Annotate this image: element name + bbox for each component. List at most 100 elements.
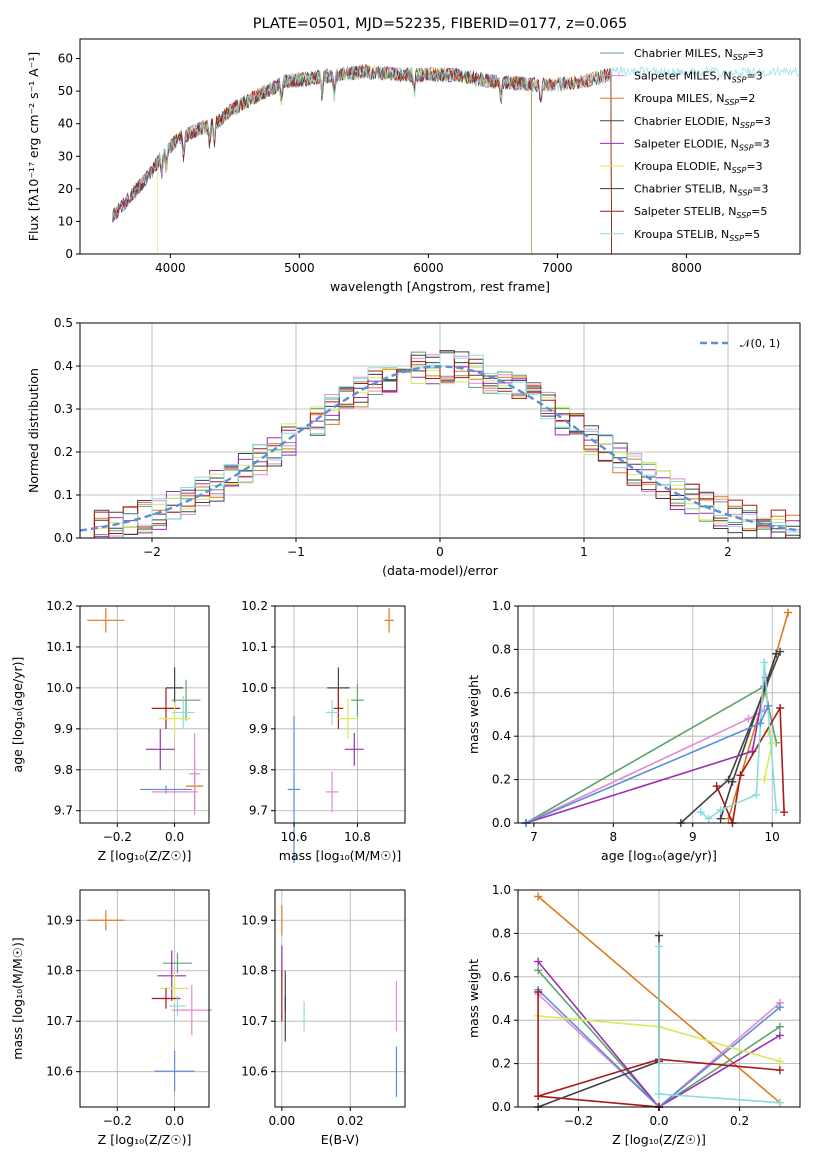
- weight-marker: [716, 814, 725, 823]
- y-tick-label: 1.0: [492, 883, 511, 897]
- y-tick-label: 10.7: [241, 1014, 268, 1028]
- x-axis-label: Z [log₁₀(Z/Z☉)]: [98, 1132, 192, 1147]
- axes-frame: [79, 38, 801, 255]
- y-tick-label: 10.0: [241, 681, 268, 695]
- x-tick-label: 0.02: [337, 1114, 364, 1128]
- x-tick-label: −0.2: [103, 830, 132, 844]
- y-tick-label: 1.0: [492, 599, 511, 613]
- y-axis-label: age [log₁₀(age/yr)]: [10, 657, 25, 773]
- legend-entry: 𝒩(0, 1): [740, 337, 780, 350]
- x-tick-label: 0.0: [649, 1114, 668, 1128]
- data-point: [338, 698, 358, 740]
- y-tick-label: 10.9: [46, 913, 73, 927]
- y-tick-label: 0.0: [54, 531, 73, 545]
- weight-marker: [775, 1022, 784, 1031]
- spectrum-series-line: [157, 64, 532, 255]
- y-tick-label: 60: [58, 52, 73, 66]
- y-tick-label: 10: [58, 214, 73, 228]
- weight-marker: [760, 775, 769, 784]
- y-tick-label: 0.8: [492, 926, 511, 940]
- weight-marker: [704, 814, 713, 823]
- y-tick-label: 0.4: [492, 1013, 511, 1027]
- y-tick-label: 20: [58, 182, 73, 196]
- y-tick-label: 0.4: [54, 359, 73, 373]
- weight-marker: [655, 1089, 663, 1098]
- legend-entry: Chabrier STELIB, NSSP=3: [634, 183, 768, 198]
- spectrum-series-line: [111, 63, 612, 255]
- plot-area: [521, 608, 793, 827]
- panel-mass_vs_Z: −0.2 0.0 10.6 10.7 10.8 10.9 Z [log₁₀(Z/Z☉)] ma…: [10, 889, 212, 1147]
- y-tick-label: 0.5: [54, 316, 73, 330]
- weight-series-line: [658, 946, 780, 1104]
- weight-marker: [534, 892, 543, 901]
- y-tick-label: 9.8: [54, 763, 73, 777]
- weight-marker: [756, 719, 765, 728]
- y-tick-label: 10.1: [46, 640, 73, 654]
- legend: 𝒩(0, 1): [700, 337, 780, 350]
- data-point: [384, 608, 394, 633]
- spectrum-series-line: [111, 64, 612, 255]
- weight-marker: [744, 714, 753, 723]
- weight-marker: [775, 1003, 784, 1012]
- legend-entry: Kroupa STELIB, NSSP=5: [634, 228, 760, 243]
- y-tick-label: 9.7: [249, 804, 268, 818]
- weight-marker: [655, 942, 663, 951]
- x-tick-label: 5000: [284, 261, 315, 275]
- legend-entry: Salpeter MILES, NSSP=3: [634, 70, 763, 85]
- data-point: [151, 789, 198, 794]
- x-axis-label: E(B-V): [321, 1132, 360, 1147]
- y-tick-label: 10.0: [46, 681, 73, 695]
- data-point: [166, 667, 184, 709]
- y-axis-label: mass weight: [466, 959, 481, 1038]
- legend-entry: Salpeter STELIB, NSSP=5: [634, 205, 767, 220]
- data-point: [171, 696, 195, 729]
- legend-entry: Chabrier MILES, NSSP=3: [634, 47, 764, 62]
- weight-marker: [534, 987, 543, 996]
- y-axis-label: mass weight: [466, 675, 481, 754]
- x-tick-label: 7000: [542, 261, 573, 275]
- plot-area: [87, 910, 212, 1092]
- weight-series-line: [538, 1095, 660, 1108]
- axes-frame: [79, 605, 210, 824]
- y-tick-label: 0.2: [492, 773, 511, 787]
- x-tick-label: 0.0: [165, 830, 184, 844]
- data-point: [87, 910, 125, 931]
- y-tick-label: 9.9: [249, 722, 268, 736]
- y-tick-label: 10.9: [241, 913, 268, 927]
- x-tick-label: 7: [530, 830, 538, 844]
- gaussian-curve: [79, 365, 798, 532]
- panel-spectrum: 4000 5000 6000 7000 8000 0 10 20 30 40 50 60 wavelen…: [26, 38, 801, 294]
- plot-area: [287, 608, 394, 864]
- data-point: [325, 700, 339, 725]
- y-tick-label: 0.2: [54, 445, 73, 459]
- y-tick-label: 10.1: [241, 640, 268, 654]
- data-point: [287, 715, 301, 864]
- x-axis-label: wavelength [Angstrom, rest frame]: [330, 279, 550, 294]
- weight-marker: [772, 805, 781, 814]
- legend-entry: Kroupa ELODIE, NSSP=3: [634, 160, 763, 175]
- x-tick-label: 0.00: [268, 1114, 295, 1128]
- weight-marker: [775, 1066, 784, 1075]
- y-tick-label: 10.7: [46, 1014, 73, 1028]
- weight-marker: [534, 957, 543, 966]
- plot-area: [79, 350, 800, 539]
- x-tick-label: 0.2: [730, 1114, 749, 1128]
- spectrum-series-line: [111, 64, 800, 223]
- data-point: [158, 702, 191, 735]
- panel-mass_vs_EBV: 0.00 0.02 10.6 10.7 10.8 10.9 E(B-V): [241, 889, 406, 1147]
- plot-area: [111, 63, 800, 255]
- panel-age_vs_mass: 10.6 10.8 9.7 9.8 9.9 10.0 10.1 10.2 mass [log₁₀…: [241, 599, 406, 864]
- x-axis-label: Z [log₁₀(Z/Z☉)]: [98, 848, 192, 863]
- weight-marker: [696, 808, 705, 817]
- axes-frame: [79, 889, 210, 1108]
- weight-marker: [712, 782, 721, 791]
- x-axis-label: Z [log₁₀(Z/Z☉)]: [612, 1132, 706, 1147]
- weight-marker: [764, 701, 773, 710]
- data-point: [151, 687, 181, 729]
- weight-series-line: [525, 677, 767, 824]
- weight-marker: [775, 1057, 784, 1066]
- weight-marker: [534, 1092, 543, 1101]
- weight-marker: [776, 703, 785, 712]
- panel-weight_vs_Z: −0.2 0.0 0.2 0.0 0.2 0.4 0.6 0.8 1.0 Z [log₁₀(Z/Z…: [466, 883, 801, 1147]
- data-point: [157, 950, 187, 1002]
